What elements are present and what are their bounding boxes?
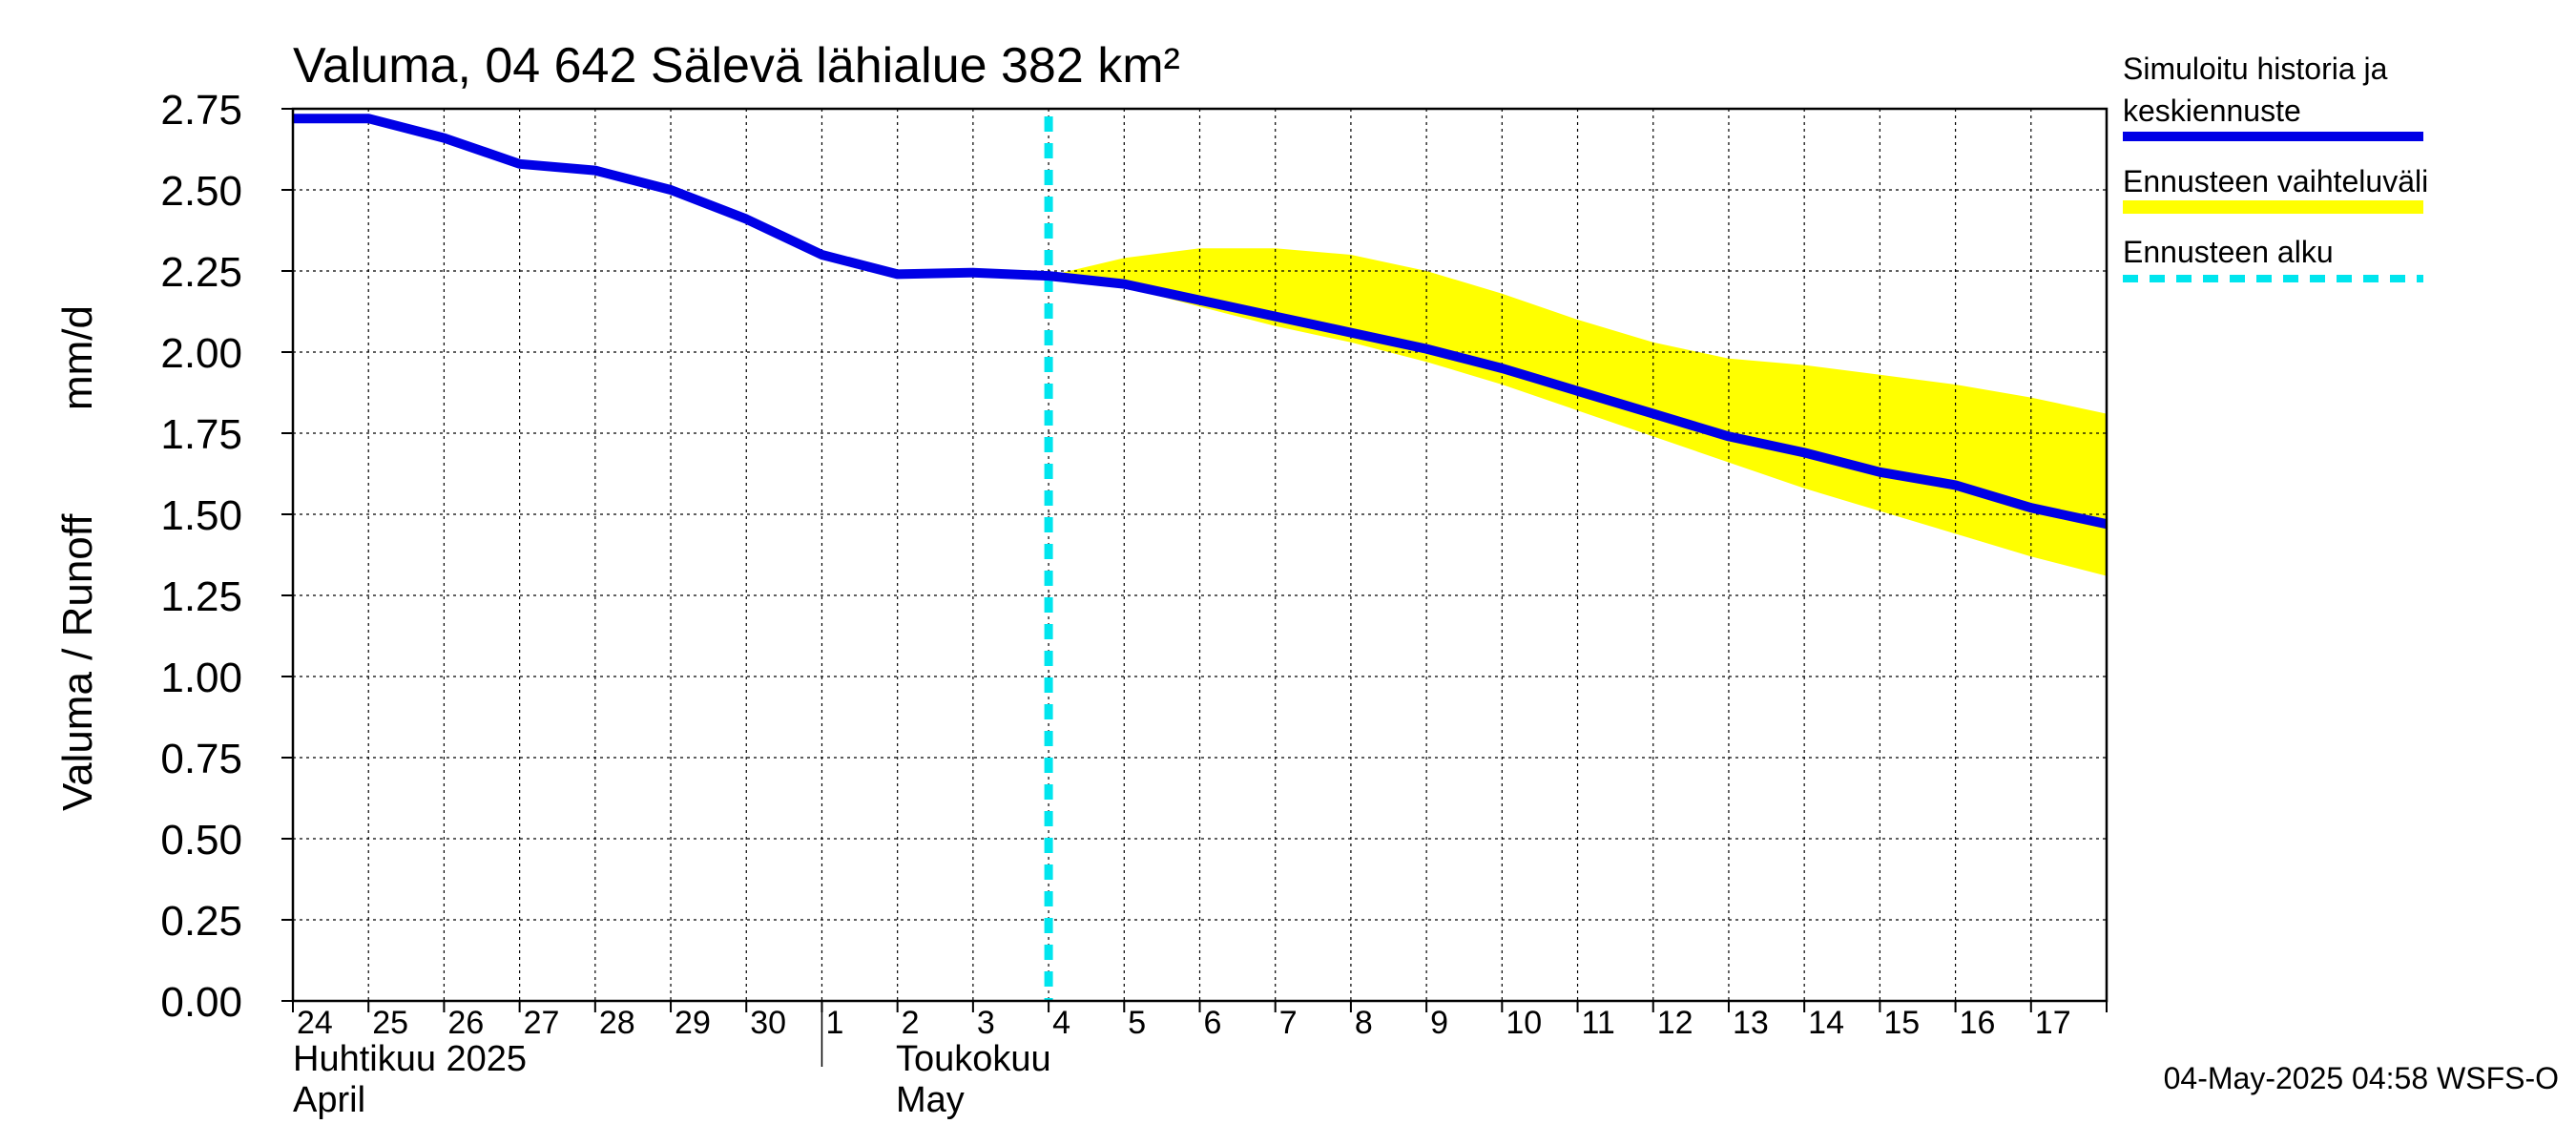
x-tick-label: 5 — [1128, 1005, 1146, 1041]
x-tick-label: 14 — [1808, 1005, 1844, 1041]
x-tick-label: 28 — [599, 1005, 635, 1041]
footer-timestamp: 04-May-2025 04:58 WSFS-O — [2164, 1061, 2559, 1095]
y-tick-label: 2.50 — [160, 168, 242, 215]
x-tick-label: 8 — [1355, 1005, 1373, 1041]
y-tick-label: 2.75 — [160, 87, 242, 134]
x-tick-label: 6 — [1204, 1005, 1222, 1041]
y-tick-label: 1.25 — [160, 573, 242, 620]
x-tick-label: 25 — [372, 1005, 408, 1041]
y-tick-label: 2.00 — [160, 330, 242, 377]
x-tick-label: 17 — [2035, 1005, 2071, 1041]
y-tick-label: 0.75 — [160, 736, 242, 782]
y-tick-label: 1.00 — [160, 655, 242, 701]
x-tick-label: 26 — [447, 1005, 484, 1041]
y-tick-label: 0.00 — [160, 979, 242, 1026]
month-label-april-line1: Huhtikuu 2025 — [293, 1039, 527, 1079]
x-tick-label: 1 — [825, 1005, 843, 1041]
month-label-april-line2: April — [293, 1080, 365, 1120]
month-label-may-line1: Toukokuu — [896, 1039, 1051, 1079]
x-tick-label: 15 — [1883, 1005, 1920, 1041]
x-tick-label: 24 — [297, 1005, 333, 1041]
y-tick-label: 2.25 — [160, 249, 242, 296]
chart-title: Valuma, 04 642 Sälevä lähialue 382 km² — [293, 38, 1180, 94]
legend-label-mean-line2: keskiennuste — [2123, 94, 2301, 128]
y-tick-label: 0.50 — [160, 817, 242, 864]
forecast-range-band — [1049, 248, 2107, 576]
y-tick-label: 0.25 — [160, 898, 242, 945]
x-tick-label: 2 — [902, 1005, 920, 1041]
x-tick-label: 13 — [1733, 1005, 1769, 1041]
y-axis-unit: mm/d — [54, 305, 101, 410]
x-tick-label: 3 — [977, 1005, 995, 1041]
y-tick-label: 1.75 — [160, 411, 242, 458]
x-tick-label: 12 — [1657, 1005, 1693, 1041]
legend-label-mean-line1: Simuloitu historia ja — [2123, 52, 2388, 86]
x-tick-label: 27 — [524, 1005, 560, 1041]
legend: Simuloitu historia ja keskiennuste Ennus… — [2123, 52, 2428, 282]
x-tick-label: 4 — [1052, 1005, 1070, 1041]
y-tick-label: 1.50 — [160, 492, 242, 539]
x-tick-label: 30 — [750, 1005, 786, 1041]
x-tick-label: 29 — [675, 1005, 711, 1041]
x-tick-label: 10 — [1506, 1005, 1542, 1041]
x-tick-label: 16 — [1960, 1005, 1996, 1041]
month-label-may-line2: May — [896, 1080, 965, 1120]
x-tick-label: 11 — [1582, 1005, 1615, 1041]
x-tick-label: 7 — [1279, 1005, 1298, 1041]
y-axis-label: Valuma / Runoff — [54, 513, 101, 811]
x-tick-label: 9 — [1430, 1005, 1448, 1041]
legend-label-forecast-start: Ennusteen alku — [2123, 235, 2334, 269]
legend-label-range: Ennusteen vaihteluväli — [2123, 164, 2428, 198]
